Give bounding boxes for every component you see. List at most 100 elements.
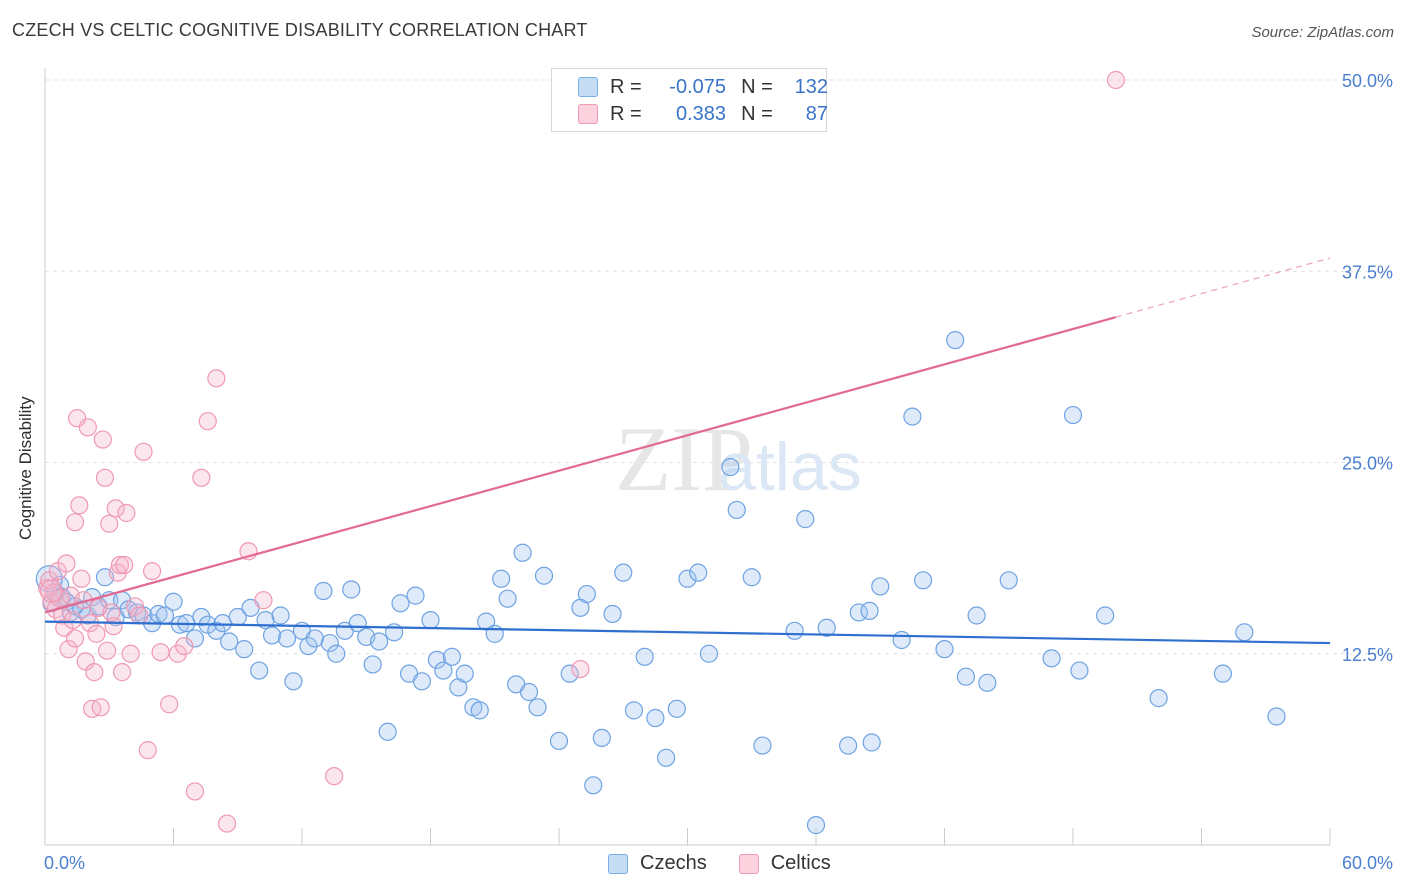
czechs-point xyxy=(967,606,986,625)
celtics-point xyxy=(254,591,273,610)
czechs-point xyxy=(284,672,303,691)
legend-swatch-celtics xyxy=(578,104,598,124)
celtics-point xyxy=(217,814,237,833)
celtics-point xyxy=(130,606,149,625)
celtics-point xyxy=(65,513,85,532)
czechs-point xyxy=(817,618,836,637)
czechs-point xyxy=(699,644,719,663)
y-tick-label: 12.5% xyxy=(1342,645,1393,665)
czechs-point xyxy=(646,708,665,728)
y-tick-label: 25.0% xyxy=(1342,454,1393,474)
czechs-point xyxy=(862,733,881,752)
y-tick-label: 50.0% xyxy=(1342,71,1393,91)
czechs-point xyxy=(1070,661,1089,680)
watermark-atlas: atlas xyxy=(718,429,862,505)
czechs-point xyxy=(1042,649,1061,668)
celtics-point xyxy=(95,468,115,487)
czechs-point xyxy=(235,640,254,659)
czechs-point xyxy=(796,510,815,529)
y-tick-label: 37.5% xyxy=(1342,262,1393,282)
legend-r-value: -0.075 xyxy=(669,75,726,98)
celtics-point xyxy=(175,636,194,656)
celtics-point xyxy=(1106,70,1125,90)
czechs-point xyxy=(421,610,440,630)
czechs-point xyxy=(271,606,290,625)
celtics-point xyxy=(192,468,211,487)
celtics-point xyxy=(63,610,82,630)
celtics-point xyxy=(87,624,106,643)
czechs-point xyxy=(305,629,324,648)
czechs-point xyxy=(442,647,462,666)
celtics-point xyxy=(125,597,145,616)
czechs-point xyxy=(314,581,333,601)
legend-n-value: 132 xyxy=(794,75,828,98)
legend-label-celtics: Celtics xyxy=(770,852,831,874)
celtics-point xyxy=(160,695,179,714)
czechs-point xyxy=(250,661,269,680)
legend-item-czechs[interactable]: Czechs xyxy=(608,852,707,875)
czechs-point xyxy=(427,650,447,669)
czechs-point xyxy=(1267,707,1286,726)
x-tick-label: 0.0% xyxy=(44,853,85,873)
legend-n-value: 87 xyxy=(805,102,828,125)
celtics-point xyxy=(571,659,590,679)
czechs-point xyxy=(262,626,282,645)
czechs-point xyxy=(592,728,611,748)
czechs-point xyxy=(860,601,879,621)
celtics-point xyxy=(70,496,89,515)
celtics-point xyxy=(110,555,130,575)
czechs-point xyxy=(1149,689,1168,708)
czechs-trend-line xyxy=(44,620,1331,645)
celtics-point xyxy=(102,603,121,622)
celtics-point xyxy=(325,767,344,786)
trend-lines xyxy=(44,257,1331,645)
celtics-point xyxy=(115,555,134,575)
source-label: Source: ZipAtlas.com xyxy=(1251,24,1394,41)
celtics-point xyxy=(39,579,64,603)
celtics-point xyxy=(142,562,162,581)
czechs-point xyxy=(164,592,183,611)
celtics-point xyxy=(185,782,205,801)
celtics-point xyxy=(72,569,91,588)
czechs-point xyxy=(871,577,890,596)
czechs-point xyxy=(492,569,511,588)
czechs-point xyxy=(498,589,517,608)
legend-item-celtics[interactable]: Celtics xyxy=(738,852,831,875)
series-legend: Czechs Celtics xyxy=(608,852,863,875)
czechs-point xyxy=(1096,606,1115,625)
czechs-point xyxy=(455,664,474,683)
czechs-point xyxy=(999,571,1018,590)
legend-r-label: R = xyxy=(610,102,642,125)
czechs-point xyxy=(584,776,603,795)
czechs-point xyxy=(277,629,297,648)
celtics-points xyxy=(38,70,1125,833)
y-axis-label: Cognitive Disability xyxy=(16,396,35,540)
czechs-point xyxy=(519,682,539,702)
celtics-point xyxy=(121,644,140,663)
czechs-point xyxy=(485,624,504,643)
czechs-point xyxy=(956,667,976,686)
czechs-points xyxy=(35,331,1286,835)
celtics-point xyxy=(59,640,78,659)
czechs-point xyxy=(678,569,697,588)
czechs-point xyxy=(577,584,596,604)
celtics-trend-extension xyxy=(1115,257,1331,318)
celtics-point xyxy=(134,442,153,461)
czechs-point xyxy=(785,621,804,640)
legend-n-label: N = xyxy=(741,102,773,125)
czechs-point xyxy=(839,736,858,755)
celtics-point xyxy=(85,663,104,682)
celtics-point xyxy=(93,430,112,449)
celtics-point xyxy=(91,698,110,717)
czechs-point xyxy=(327,644,346,663)
legend-r-value: 0.383 xyxy=(675,102,726,125)
celtics-point xyxy=(100,514,119,533)
celtics-point xyxy=(65,629,85,648)
czechs-point xyxy=(689,563,708,582)
czechs-point xyxy=(603,604,622,624)
legend-row-celtics: R = 0.383 N = 87 xyxy=(552,101,828,127)
czechs-point xyxy=(549,731,569,751)
czechs-point xyxy=(978,673,997,692)
celtics-point xyxy=(117,503,136,523)
